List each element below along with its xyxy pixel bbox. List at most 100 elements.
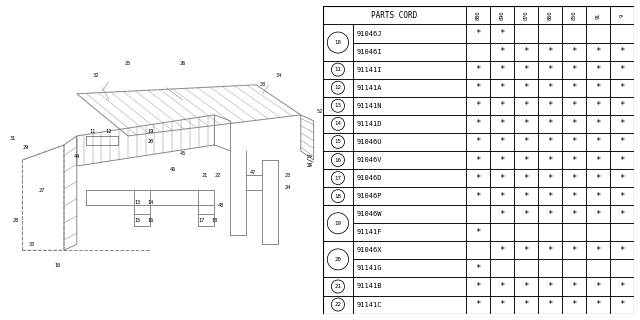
Text: *: *	[523, 300, 529, 309]
Bar	[610, 79, 634, 97]
Bar	[466, 277, 490, 296]
Text: 16: 16	[147, 218, 154, 223]
Bar	[610, 24, 634, 43]
Text: 91141G: 91141G	[356, 265, 382, 271]
Bar	[466, 97, 490, 115]
Bar	[586, 187, 610, 205]
Bar	[353, 296, 466, 314]
Text: 25: 25	[125, 61, 131, 66]
Text: 91: 91	[595, 12, 600, 19]
Text: *: *	[571, 282, 577, 291]
Bar	[514, 6, 538, 24]
Bar	[538, 6, 562, 24]
Text: *: *	[499, 65, 504, 74]
Text: *: *	[547, 173, 552, 183]
Text: 15: 15	[134, 218, 141, 223]
Text: *: *	[523, 156, 529, 164]
Bar	[514, 241, 538, 260]
Bar	[514, 151, 538, 169]
Bar	[562, 187, 586, 205]
Bar	[610, 241, 634, 260]
Text: *: *	[476, 119, 481, 128]
Text: 850: 850	[572, 11, 576, 20]
Bar	[514, 24, 538, 43]
Text: *: *	[476, 65, 481, 74]
Text: *: *	[547, 282, 552, 291]
Text: *: *	[476, 101, 481, 110]
Bar	[490, 133, 514, 151]
Bar	[353, 205, 466, 223]
Bar	[538, 97, 562, 115]
Text: *: *	[523, 47, 529, 56]
Text: *: *	[547, 192, 552, 201]
Text: *: *	[476, 137, 481, 147]
Bar	[490, 223, 514, 241]
Text: 48: 48	[218, 203, 224, 208]
Bar	[586, 277, 610, 296]
Text: *: *	[619, 65, 624, 74]
Text: *: *	[523, 83, 529, 92]
Text: W/V: W/V	[308, 154, 314, 166]
Bar	[514, 79, 538, 97]
Bar	[538, 205, 562, 223]
Bar	[466, 187, 490, 205]
Text: *: *	[547, 47, 552, 56]
Bar	[586, 241, 610, 260]
Bar	[323, 133, 353, 151]
Text: *: *	[547, 119, 552, 128]
Text: 11: 11	[335, 67, 342, 72]
Text: *: *	[619, 119, 624, 128]
Text: *: *	[547, 65, 552, 74]
Text: *: *	[523, 282, 529, 291]
Bar	[562, 260, 586, 277]
Text: 13: 13	[335, 103, 342, 108]
Bar	[586, 115, 610, 133]
Bar	[490, 79, 514, 97]
Bar	[562, 43, 586, 60]
Bar	[353, 151, 466, 169]
Bar	[490, 43, 514, 60]
Text: 14: 14	[147, 200, 154, 204]
Text: *: *	[499, 173, 504, 183]
Bar	[323, 169, 353, 187]
Bar	[514, 260, 538, 277]
Text: *: *	[523, 173, 529, 183]
Text: 890: 890	[499, 11, 504, 20]
Bar	[610, 260, 634, 277]
Text: *: *	[619, 47, 624, 56]
Bar	[610, 133, 634, 151]
Bar	[610, 187, 634, 205]
Bar	[514, 115, 538, 133]
Bar	[466, 133, 490, 151]
Bar	[586, 60, 610, 79]
Bar	[490, 24, 514, 43]
Text: *: *	[476, 282, 481, 291]
Text: *: *	[595, 192, 600, 201]
Bar	[610, 205, 634, 223]
Bar	[353, 241, 466, 260]
Text: 27: 27	[38, 188, 45, 193]
Text: *: *	[619, 192, 624, 201]
Bar	[514, 296, 538, 314]
Text: 91141C: 91141C	[356, 301, 382, 308]
Text: *: *	[619, 101, 624, 110]
Text: 860: 860	[547, 11, 552, 20]
Bar	[323, 151, 353, 169]
Text: *: *	[499, 246, 504, 255]
Bar	[466, 6, 490, 24]
Text: *: *	[595, 47, 600, 56]
Bar	[353, 79, 466, 97]
Text: 47: 47	[250, 170, 256, 174]
Bar	[466, 205, 490, 223]
Bar	[538, 223, 562, 241]
Text: *: *	[619, 300, 624, 309]
Bar	[610, 43, 634, 60]
Text: *: *	[547, 210, 552, 219]
Bar	[610, 296, 634, 314]
Bar	[586, 43, 610, 60]
Text: *: *	[499, 282, 504, 291]
Bar	[490, 169, 514, 187]
Text: *: *	[571, 300, 577, 309]
Bar	[610, 277, 634, 296]
Bar	[514, 133, 538, 151]
